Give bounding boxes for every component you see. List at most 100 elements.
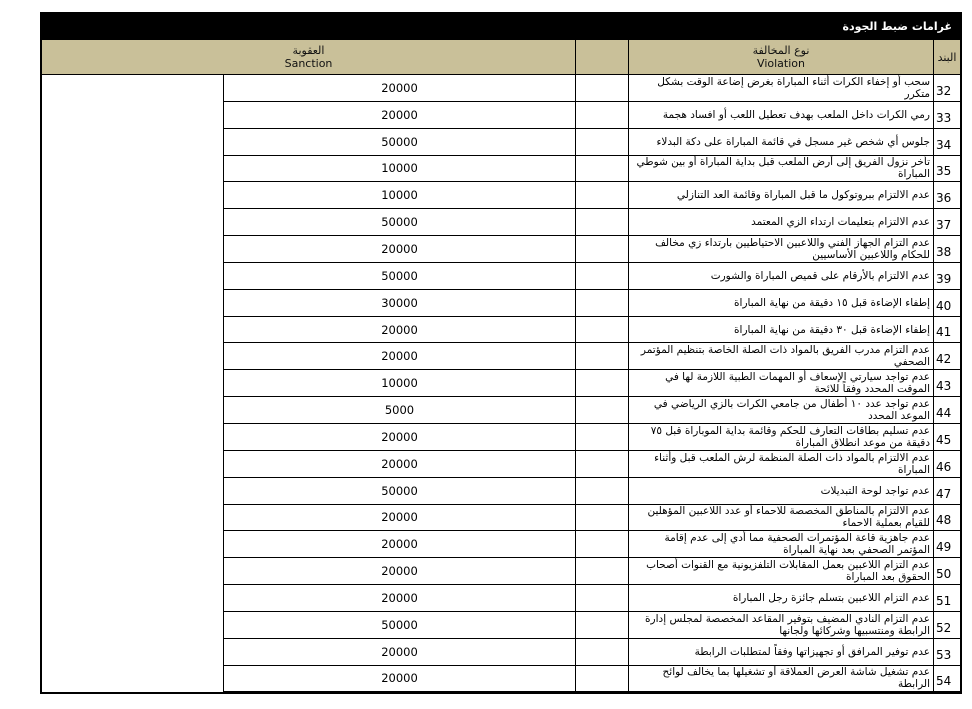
sanction-value: 50000 <box>223 128 575 156</box>
header-item-no-label: البند <box>937 50 957 64</box>
violation-text: عدم التزام الجهاز الفني واللاعبين الاحتي… <box>628 236 933 263</box>
item-number: 51 <box>933 585 960 612</box>
item-number: 44 <box>933 397 960 424</box>
header-violation-en: Violation <box>757 57 805 70</box>
violation-text: عدم التزام اللاعبين بتسلم جائزة رجل المب… <box>628 585 933 612</box>
empty-spacer-cell <box>575 128 628 156</box>
item-number: 37 <box>933 209 960 237</box>
header-item-no: البند <box>933 40 960 74</box>
sanction-value: 50000 <box>223 477 575 505</box>
empty-spacer-cell <box>575 262 628 290</box>
table-header-row: البند نوع المخالفة Violation العقوبة San… <box>42 40 960 75</box>
empty-spacer-cell <box>575 289 628 317</box>
sanction-value: 20000 <box>223 450 575 478</box>
empty-spacer-cell <box>575 397 628 424</box>
violation-text: إطفاء الإضاءة قبل ٣٠ دقيقة من نهاية المب… <box>628 316 933 344</box>
empty-spacer-cell <box>575 531 628 559</box>
violation-text: عدم الالتزام بالمواد ذات الصلة المنظمة ل… <box>628 450 933 478</box>
item-number: 43 <box>933 370 960 398</box>
violation-text: عدم تواجد سيارتي الإسعاف أو المهمات الطب… <box>628 370 933 398</box>
item-number: 48 <box>933 504 960 532</box>
empty-spacer-cell <box>575 504 628 532</box>
sanction-value: 20000 <box>223 423 575 451</box>
table-title: غرامات ضبط الجودة <box>42 12 960 40</box>
violation-text: عدم تشغيل شاشة العرض العملاقة أو تشغيلها… <box>628 665 933 693</box>
violation-text: عدم التزام اللاعبين بعمل المقابلات التلف… <box>628 558 933 586</box>
item-number: 41 <box>933 316 960 344</box>
item-number: 47 <box>933 477 960 505</box>
violation-text: عدم تواجد لوحة التبديلات <box>628 477 933 505</box>
sanction-value: 20000 <box>223 236 575 263</box>
sanction-value: 20000 <box>223 665 575 693</box>
header-empty-spacer <box>575 40 628 74</box>
violation-text: رمي الكرات داخل الملعب بهدف تعطيل اللعب … <box>628 101 933 129</box>
header-sanction: العقوبة Sanction <box>42 40 575 74</box>
sanction-value: 20000 <box>223 638 575 666</box>
violation-text: سحب أو إخفاء الكرات أثناء المباراة بغرض … <box>628 75 933 102</box>
violation-text: عدم الالتزام ببروتوكول ما قبل المباراة و… <box>628 182 933 210</box>
sanction-value: 20000 <box>223 558 575 586</box>
item-number: 46 <box>933 450 960 478</box>
item-number: 33 <box>933 101 960 129</box>
sanction-value: 50000 <box>223 209 575 237</box>
violation-text: تأخر نزول الفريق إلى أرض الملعب قبل بداي… <box>628 155 933 183</box>
empty-spacer-cell <box>575 75 628 102</box>
sanction-value: 20000 <box>223 75 575 102</box>
header-violation: نوع المخالفة Violation <box>628 40 933 74</box>
violation-text: عدم تواجد عدد ١٠ أطفال من جامعي الكرات ب… <box>628 397 933 424</box>
sanction-value: 20000 <box>223 101 575 129</box>
item-number: 42 <box>933 343 960 371</box>
empty-spacer-cell <box>575 155 628 183</box>
sanction-value: 20000 <box>223 316 575 344</box>
violation-text: عدم الالتزام بتعليمات ارتداء الزي المعتم… <box>628 209 933 237</box>
item-number: 50 <box>933 558 960 586</box>
sanction-value: 50000 <box>223 611 575 639</box>
item-number: 45 <box>933 423 960 451</box>
violation-text: عدم تسليم بطاقات التعارف للحكم وقائمة بد… <box>628 423 933 451</box>
header-violation-ar: نوع المخالفة <box>752 44 810 57</box>
sanction-value: 20000 <box>223 531 575 559</box>
sanction-value: 10000 <box>223 370 575 398</box>
item-number: 36 <box>933 182 960 210</box>
item-number: 40 <box>933 289 960 317</box>
sanction-value: 10000 <box>223 182 575 210</box>
header-sanction-en: Sanction <box>284 57 333 70</box>
fines-table: غرامات ضبط الجودة البند نوع المخالفة Vio… <box>40 12 962 695</box>
empty-spacer-cell <box>575 209 628 237</box>
empty-spacer-cell <box>575 638 628 666</box>
empty-spacer-cell <box>575 370 628 398</box>
table-body: 32 سحب أو إخفاء الكرات أثناء المباراة بغ… <box>42 75 960 693</box>
sanction-value: 5000 <box>223 397 575 424</box>
sanction-value: 50000 <box>223 262 575 290</box>
empty-spacer-cell <box>575 101 628 129</box>
violation-text: إطفاء الإضاءة قبل ١٥ دقيقة من نهاية المب… <box>628 289 933 317</box>
empty-spacer-cell <box>575 611 628 639</box>
sanction-value: 30000 <box>223 289 575 317</box>
empty-spacer-cell <box>575 665 628 693</box>
left-empty-cell <box>42 75 223 692</box>
empty-spacer-cell <box>575 450 628 478</box>
item-number: 34 <box>933 128 960 156</box>
violation-text: عدم التزام مدرب الفريق بالمواد ذات الصلة… <box>628 343 933 371</box>
violation-text: جلوس أي شخص غير مسجل في قائمة المباراة ع… <box>628 128 933 156</box>
violation-text: عدم توفير المرافق أو تجهيزاتها وفقاً لمت… <box>628 638 933 666</box>
violation-text: عدم الالتزام بالأرقام على قميص المباراة … <box>628 262 933 290</box>
empty-spacer-cell <box>575 585 628 612</box>
item-number: 35 <box>933 155 960 183</box>
violation-text: عدم الالتزام بالمناطق المخصصة للاحماء أو… <box>628 504 933 532</box>
empty-spacer-cell <box>575 343 628 371</box>
sanction-value: 20000 <box>223 504 575 532</box>
item-number: 54 <box>933 665 960 693</box>
header-sanction-ar: العقوبة <box>292 44 325 57</box>
empty-spacer-cell <box>575 558 628 586</box>
empty-spacer-cell <box>575 182 628 210</box>
item-number: 38 <box>933 236 960 263</box>
item-number: 39 <box>933 262 960 290</box>
empty-spacer-cell <box>575 316 628 344</box>
item-number: 32 <box>933 75 960 102</box>
item-number: 53 <box>933 638 960 666</box>
violation-text: عدم التزام النادي المضيف بتوفير المقاعد … <box>628 611 933 639</box>
empty-spacer-cell <box>575 477 628 505</box>
empty-spacer-cell <box>575 423 628 451</box>
